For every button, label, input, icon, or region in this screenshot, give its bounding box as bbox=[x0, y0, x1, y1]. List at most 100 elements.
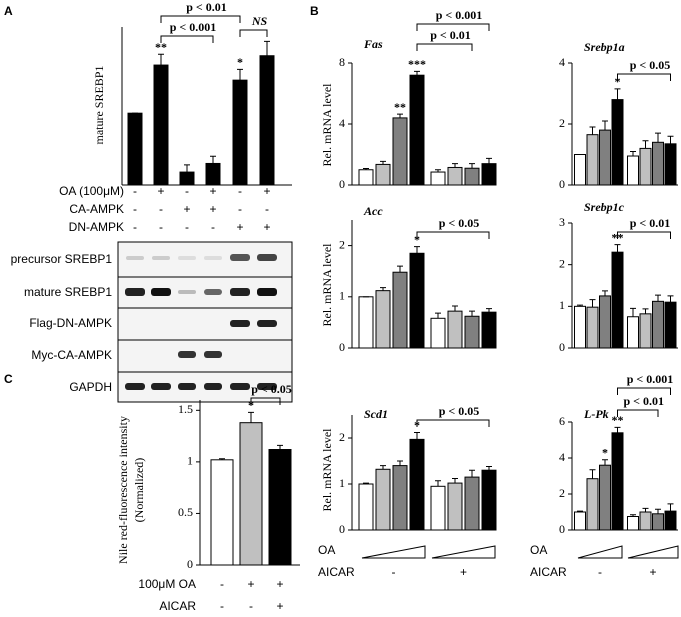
y-tick-label: 2 bbox=[339, 430, 345, 444]
bracket bbox=[416, 231, 490, 239]
treatment-label: AICAR bbox=[318, 565, 355, 579]
error-bar bbox=[655, 294, 661, 302]
bracket bbox=[160, 35, 214, 43]
error-bar bbox=[397, 113, 403, 118]
significance-star: ** bbox=[612, 413, 624, 427]
band bbox=[125, 383, 145, 390]
bar bbox=[664, 301, 677, 349]
error-bar bbox=[469, 163, 475, 169]
error-bar bbox=[667, 295, 674, 303]
treatment-sign: - bbox=[133, 202, 137, 216]
error-bar bbox=[614, 88, 621, 100]
bar bbox=[392, 465, 408, 531]
error-bar bbox=[486, 308, 492, 313]
error-bar bbox=[452, 305, 458, 312]
treatment-label: 100μM OA bbox=[138, 577, 196, 591]
group-sign: - bbox=[392, 565, 396, 579]
y-tick-label: 2 bbox=[559, 256, 565, 270]
gene-title: Acc bbox=[363, 204, 383, 218]
treatment-sign: + bbox=[263, 220, 270, 234]
y-tick-label: 2 bbox=[339, 237, 345, 251]
bar bbox=[652, 141, 664, 186]
treatment-sign: + bbox=[276, 599, 283, 613]
y-tick-label: 1 bbox=[339, 476, 345, 490]
blot-label: precursor SREBP1 bbox=[11, 252, 113, 266]
error-bar bbox=[602, 459, 608, 466]
p-value: NS bbox=[251, 14, 268, 28]
y-tick-label: 4 bbox=[339, 116, 345, 130]
bar bbox=[611, 251, 624, 349]
bar bbox=[239, 422, 263, 566]
bar bbox=[599, 464, 611, 531]
error-bar bbox=[589, 126, 596, 135]
error-bar bbox=[642, 308, 649, 314]
bracket bbox=[416, 43, 473, 51]
y-tick-label: 3 bbox=[559, 215, 565, 229]
y-axis-label: Nile red-fluorescence intensity bbox=[116, 416, 130, 564]
treatment-label: CA-AMPK bbox=[69, 202, 124, 216]
treatment-sign: + bbox=[236, 220, 243, 234]
error-bar bbox=[589, 299, 596, 308]
band bbox=[152, 256, 170, 260]
y-tick-label: 1.5 bbox=[178, 402, 193, 416]
treatment-sign: - bbox=[159, 202, 163, 216]
bar bbox=[599, 295, 611, 349]
treatment-sign: + bbox=[183, 202, 190, 216]
blot-label: mature SREBP1 bbox=[24, 285, 112, 299]
error-bar bbox=[577, 304, 583, 307]
y-tick-label: 0 bbox=[559, 522, 565, 536]
bar bbox=[430, 317, 446, 349]
error-bar bbox=[184, 164, 190, 173]
bar bbox=[627, 155, 639, 186]
band bbox=[178, 256, 196, 260]
treatment-label: OA bbox=[530, 543, 547, 557]
dose-wedge bbox=[431, 545, 496, 559]
error-bar bbox=[614, 244, 621, 253]
dose-wedge bbox=[577, 545, 623, 559]
band bbox=[257, 254, 277, 261]
treatment-sign: - bbox=[133, 184, 137, 198]
significance-star: * bbox=[248, 398, 254, 412]
y-tick-label: 6 bbox=[559, 414, 565, 428]
error-bar bbox=[614, 426, 621, 433]
band bbox=[204, 383, 222, 390]
bar bbox=[464, 167, 480, 186]
y-axis-label: Rel. mRNA level bbox=[320, 428, 334, 512]
y-tick-label: 0.5 bbox=[178, 505, 193, 519]
error-bar bbox=[414, 246, 420, 254]
treatment-sign: + bbox=[209, 202, 216, 216]
band bbox=[178, 290, 196, 294]
p-value: p < 0.05 bbox=[251, 382, 292, 396]
bar bbox=[664, 510, 677, 531]
bar bbox=[481, 311, 497, 349]
bar bbox=[210, 459, 234, 566]
error-bar bbox=[667, 503, 674, 512]
y-tick-label: 0 bbox=[339, 340, 345, 354]
treatment-sign: - bbox=[211, 220, 215, 234]
group-sign: - bbox=[598, 565, 602, 579]
gene-title: L-Pk bbox=[583, 407, 609, 421]
error-bar bbox=[264, 40, 270, 56]
bar bbox=[259, 55, 275, 186]
error-bar bbox=[469, 310, 475, 317]
bar bbox=[358, 483, 374, 531]
y-tick-label: 8 bbox=[339, 55, 345, 69]
bar bbox=[268, 449, 292, 566]
error-bar bbox=[589, 469, 596, 479]
error-bar bbox=[397, 460, 403, 466]
y-tick-label: 1 bbox=[559, 298, 565, 312]
panel-letter: B bbox=[310, 4, 319, 18]
bar bbox=[375, 290, 391, 349]
treatment-sign: - bbox=[265, 202, 269, 216]
bar bbox=[639, 511, 652, 531]
treatment-sign: - bbox=[220, 577, 224, 591]
treatment-label: DN-AMPK bbox=[69, 220, 124, 234]
band bbox=[257, 320, 277, 327]
significance-star: * bbox=[414, 232, 420, 246]
error-bar bbox=[435, 169, 441, 173]
y-tick-label: 2 bbox=[559, 116, 565, 130]
error-bar bbox=[469, 469, 475, 478]
p-value: p < 0.001 bbox=[627, 372, 674, 386]
group-sign: + bbox=[460, 565, 467, 579]
error-bar bbox=[655, 132, 661, 143]
